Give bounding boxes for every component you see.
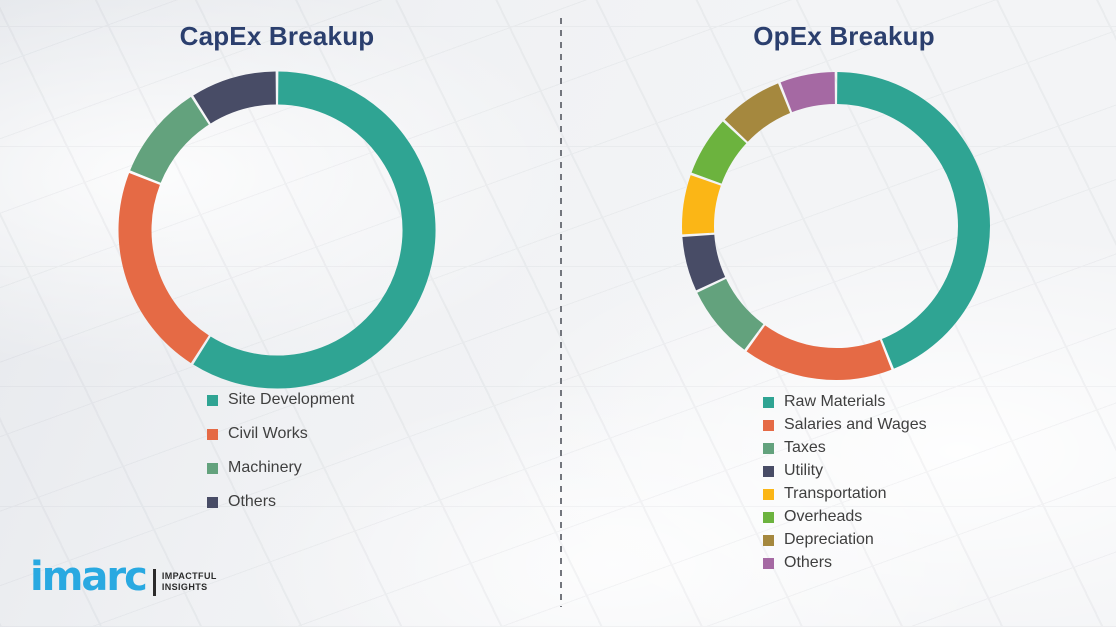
legend-label: Overheads [784, 508, 863, 525]
legend-label: Machinery [228, 459, 302, 476]
capex-chart-title: CapEx Breakup [179, 21, 375, 51]
donut-slice-transportation [682, 175, 722, 235]
legend-label: Depreciation [784, 531, 874, 548]
logo-tagline-line1: IMPACTFUL [161, 571, 217, 581]
legend-label: Raw Materials [784, 393, 886, 410]
opex-donut-chart [682, 72, 990, 380]
legend-label: Transportation [784, 485, 887, 502]
donut-slice-civil-works [118, 172, 210, 364]
legend-marker-icon [763, 511, 774, 523]
opex-chart-title: OpEx Breakup [753, 21, 935, 51]
logo-tagline: IMPACTFUL INSIGHTS [162, 571, 217, 593]
donut-slice-others [780, 72, 836, 113]
legend-item-overheads: Overheads [763, 508, 927, 526]
legend-label: Civil Works [228, 425, 308, 442]
imarc-logo: imarc IMPACTFUL INSIGHTS [30, 553, 217, 601]
donut-slice-site-development [193, 71, 436, 389]
legend-item-others: Others [763, 554, 927, 572]
legend-marker-icon [763, 419, 774, 431]
legend-marker-icon [763, 488, 774, 500]
legend-label: Others [784, 554, 833, 571]
donut-slice-salaries-and-wages [746, 325, 892, 380]
donut-slice-taxes [697, 278, 764, 350]
legend-marker-icon [763, 534, 774, 546]
donut-slice-depreciation [724, 83, 791, 143]
logo-divider-bar [152, 568, 156, 596]
legend-item-site-development: Site Development [207, 391, 354, 409]
legend-marker-icon [763, 557, 774, 569]
capex-legend: Site Development Civil Works Machinery Othe… [207, 391, 354, 527]
legend-label: Site Development [228, 391, 355, 408]
legend-item-depreciation: Depreciation [763, 531, 927, 549]
donut-slice-others [193, 71, 277, 124]
legend-marker-icon [763, 465, 774, 477]
legend-marker-icon [763, 442, 774, 454]
legend-label: Taxes [784, 439, 826, 456]
legend-marker-icon [207, 428, 218, 440]
legend-item-machinery: Machinery [207, 459, 354, 477]
legend-label: Utility [784, 462, 824, 479]
capex-donut-chart [118, 71, 436, 389]
legend-item-utility: Utility [763, 462, 927, 480]
legend-label: Salaries and Wages [784, 416, 927, 433]
dashed-divider-line [560, 18, 562, 607]
logo-tagline-line2: INSIGHTS [161, 582, 208, 592]
donut-slice-machinery [130, 96, 210, 184]
imarc-wordmark: imarc [30, 554, 148, 600]
legend-label: Others [228, 493, 277, 510]
legend-marker-icon [207, 462, 218, 474]
legend-item-salaries-and-wages: Salaries and Wages [763, 416, 927, 434]
legend-item-raw-materials: Raw Materials [763, 393, 927, 411]
legend-marker-icon [763, 396, 774, 408]
legend-item-transportation: Transportation [763, 485, 927, 503]
legend-marker-icon [207, 496, 218, 508]
legend-item-civil-works: Civil Works [207, 425, 354, 443]
legend-item-others: Others [207, 493, 354, 511]
donut-slice-utility [682, 234, 726, 291]
legend-marker-icon [207, 394, 218, 406]
legend-item-taxes: Taxes [763, 439, 927, 457]
donut-slice-overheads [691, 121, 747, 185]
donut-slice-raw-materials [836, 72, 990, 369]
opex-legend: Raw Materials Salaries and Wages Taxes Util… [763, 393, 927, 577]
